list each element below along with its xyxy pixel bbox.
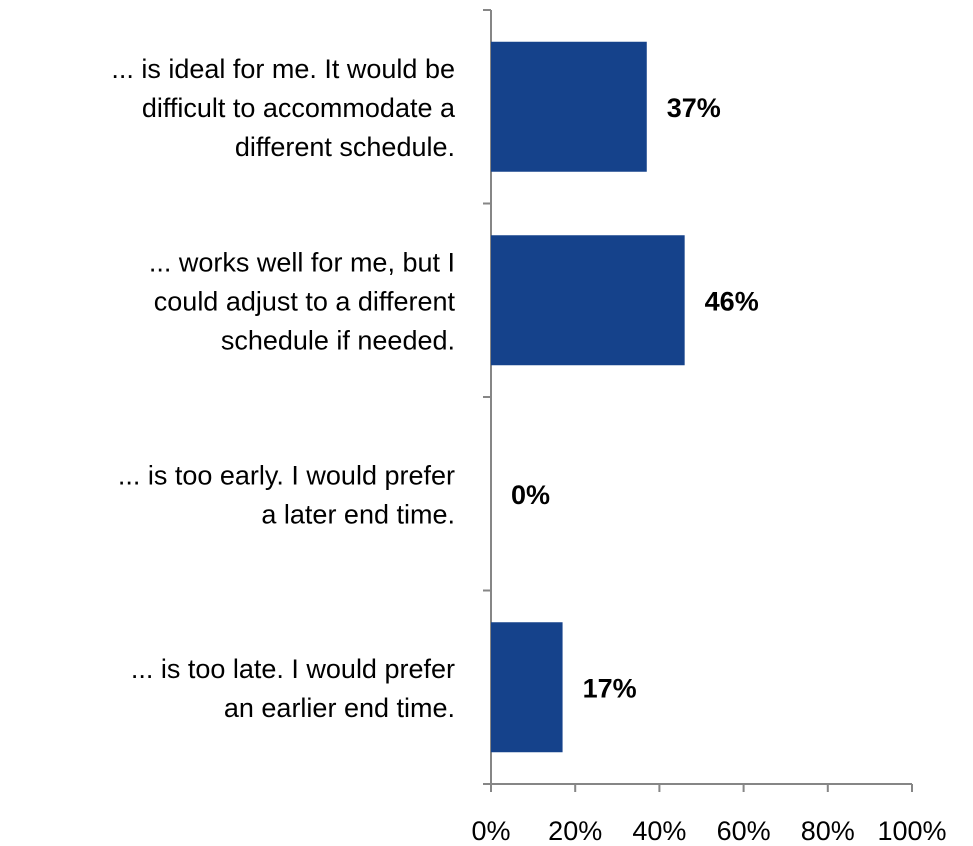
bar <box>491 41 647 172</box>
category-label-line: an earlier end time. <box>224 693 455 723</box>
category-label-line: schedule if needed. <box>221 325 455 355</box>
bar <box>491 235 685 366</box>
category-label: ... is ideal for me. It would be difficul… <box>111 54 456 162</box>
category-label: ... works well for me, but I could adjust… <box>149 247 456 355</box>
category-label-line: difficult to accommodate a <box>142 93 456 123</box>
data-label: 37% <box>667 93 721 123</box>
x-tick-label: 100% <box>877 816 946 846</box>
x-tick-label: 0% <box>471 816 510 846</box>
x-tick-label: 20% <box>548 816 602 846</box>
bar <box>491 622 563 753</box>
category-label-line: ... is too late. I would prefer <box>131 654 455 684</box>
labels: 0% 20% 40% 60% 80% 100% 37% ... is ideal for me… <box>111 54 946 846</box>
category-label-line: ... is ideal for me. It would be <box>111 54 455 84</box>
category-label: ... is too early. I would prefer a later … <box>118 460 455 529</box>
data-label: 0% <box>511 480 550 510</box>
category-label-line: could adjust to a different <box>154 286 456 316</box>
data-label: 46% <box>705 286 759 316</box>
x-tick-label: 60% <box>717 816 771 846</box>
category-label-line: ... is too early. I would prefer <box>118 460 455 490</box>
x-tick-label: 40% <box>632 816 686 846</box>
category-label-line: different schedule. <box>235 132 455 162</box>
x-tick-label: 80% <box>801 816 855 846</box>
category-label-line: a later end time. <box>261 499 455 529</box>
category-label: ... is too late. I would prefer an earlie… <box>131 654 455 723</box>
data-label: 17% <box>583 673 637 703</box>
category-label-line: ... works well for me, but I <box>149 247 455 277</box>
bars <box>491 41 685 753</box>
